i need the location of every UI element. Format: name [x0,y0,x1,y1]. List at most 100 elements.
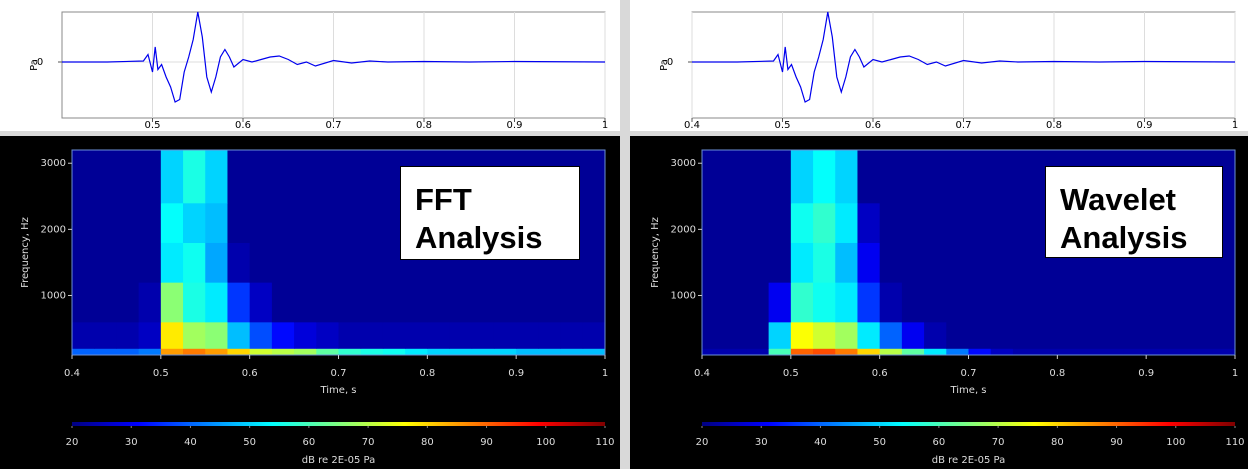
heatmap-cell [582,150,606,204]
colorbar-tick-label: 90 [1110,437,1123,448]
y-tick-label: 2000 [41,224,66,235]
heatmap-cell [138,242,162,283]
heatmap-cell [471,348,495,356]
x-tick-label: 1 [602,120,608,131]
y-axis-label: Frequency, Hz [650,217,661,288]
heatmap-cell [94,242,117,283]
heatmap-cell [360,321,384,349]
x-axis-label: Time, s [949,385,986,396]
heatmap-cell [901,348,925,356]
heatmap-cell [901,321,925,349]
heatmap-cell [968,348,992,356]
heatmap-cell [990,150,1014,204]
x-tick-label: 0.8 [416,120,432,131]
waveform-line [692,11,1236,103]
heatmap-cell [338,150,362,204]
heatmap-cell [946,321,969,349]
heatmap-cell [360,282,384,323]
colorbar-tick-label: 60 [933,437,946,448]
x-tick-label: 0.9 [507,120,523,131]
heatmap-cell [294,150,317,204]
heatmap-cell [1101,348,1125,356]
heatmap-cell [1012,282,1036,323]
heatmap-cell [790,321,814,349]
heatmap-cell [946,202,969,243]
heatmap-cell [1057,348,1080,356]
heatmap-cell [790,150,814,204]
heatmap-cell [516,282,539,323]
heatmap-cell [516,348,539,356]
heatmap-cell [183,150,206,204]
heatmap-cell [160,150,184,204]
colorbar-tick-label: 30 [755,437,768,448]
heatmap-cell [702,348,725,356]
heatmap-cell [990,348,1014,356]
heatmap-cell [990,321,1014,349]
heatmap-cell [879,202,903,243]
heatmap-cell [790,242,814,283]
heatmap-cell [835,282,858,323]
heatmap-cell [768,321,792,349]
heatmap-cell [138,282,162,323]
y-tick-label: 0 [37,57,43,68]
heatmap-cell [702,150,725,204]
x-tick-label: 0.7 [956,120,972,131]
heatmap-cell [271,282,295,323]
heatmap-cell [835,150,858,204]
heatmap-cell [857,321,881,349]
heatmap-cell [116,202,140,243]
heatmap-cell [901,242,925,283]
heatmap-cell [1101,282,1125,323]
heatmap-cell [493,348,517,356]
colorbar-label: dB re 2E-05 Pa [932,455,1006,466]
heatmap-cell [271,202,295,243]
x-tick-label: 0.6 [872,368,888,379]
heatmap-cell [768,282,792,323]
x-tick-label: 0.8 [419,368,435,379]
heatmap-cell [138,202,162,243]
heatmap-cell [227,150,251,204]
heatmap-cell [1168,348,1191,356]
heatmap-cell [1212,282,1236,323]
heatmap-cell [968,282,992,323]
colorbar-tick-label: 50 [873,437,886,448]
heatmap-cell [382,242,406,283]
heatmap-cell [205,242,228,283]
heatmap-cell [968,150,992,204]
heatmap-cell [1012,150,1036,204]
heatmap-cell [724,282,747,323]
heatmap-cell [471,321,495,349]
heatmap-cell [857,150,881,204]
heatmap-cell [768,348,792,356]
colorbar-tick-label: 80 [1051,437,1064,448]
heatmap-cell [338,242,362,283]
heatmap-cell [702,282,725,323]
colorbar-tick-label: 70 [362,437,375,448]
colorbar-tick-label: 20 [696,437,709,448]
colorbar-tick-label: 30 [125,437,138,448]
colorbar-tick-label: 110 [595,437,614,448]
heatmap-cell [1146,282,1169,323]
heatmap-cell [360,202,384,243]
heatmap-cell [427,348,450,356]
heatmap-cell [338,202,362,243]
heatmap-cell [746,202,770,243]
heatmap-cell [338,321,362,349]
x-tick-label: 0.6 [865,120,881,131]
heatmap-cell [72,150,95,204]
heatmap-cell [205,348,228,356]
heatmap-cell [813,202,836,243]
heatmap-cell [249,282,273,323]
heatmap-cell [582,282,606,323]
heatmap-cell [879,242,903,283]
heatmap-cell [1212,348,1236,356]
heatmap-cell [990,282,1014,323]
heatmap-cell [516,321,539,349]
heatmap-cell [405,282,428,323]
heatmap-cell [946,348,969,356]
heatmap-cell [116,348,140,356]
heatmap-cell [1146,321,1169,349]
colorbar-tick-label: 40 [814,437,827,448]
heatmap-cell [879,348,903,356]
